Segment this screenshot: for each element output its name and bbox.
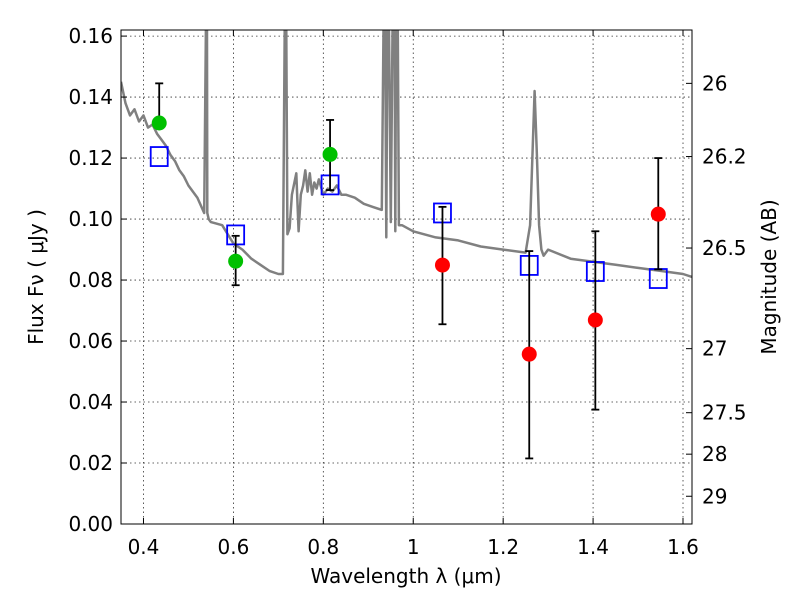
optical-data-point [228,253,244,269]
model-spectrum-line [121,30,692,279]
x-tick-label: 0.6 [217,535,249,559]
y-tick-label: 0.04 [68,390,113,414]
nir-data-point [587,312,603,328]
model-photometry-square [149,146,169,167]
right-tick-label: 26 [702,71,727,95]
right-tick-label: 29 [702,484,727,508]
y-tick-label: 0.14 [68,85,113,109]
right-axis-ticks: 26 26.2 26.5 27 27.5 28 29 [686,71,747,508]
y-tick-label: 0.12 [68,146,113,170]
plot-frame [120,29,693,525]
x-axis-label: Wavelength λ (μm) [310,564,501,588]
nir-data-point [650,206,666,222]
right-tick-label: 27.5 [702,401,747,425]
right-tick-label: 27 [702,337,727,361]
right-tick-label: 28 [702,442,727,466]
nir-data-point [434,257,450,273]
x-tick-label: 1.4 [577,535,609,559]
right-tick-label: 26.2 [702,145,747,169]
nir-data-point [521,346,537,362]
x-tick-label: 1.6 [667,535,699,559]
right-axis-label: Magnitude (AB) [757,199,781,354]
x-axis-ticks: 0.4 0.6 0.8 1 1.2 1.4 1.6 [128,30,699,559]
x-tick-label: 1.2 [487,535,519,559]
y-tick-label: 0.06 [68,329,113,353]
optical-data-point [322,146,338,162]
y-axis-label: Flux Fν ( μJy ) [24,209,48,345]
right-tick-label: 26.5 [702,236,747,260]
y-tick-label: 0.00 [68,512,113,536]
x-tick-label: 0.8 [307,535,339,559]
y-tick-label: 0.02 [68,451,113,475]
optical-data-point [151,115,167,131]
y-axis-ticks: 0.00 0.02 0.04 0.06 0.08 0.10 0.12 0.14 0.16 [68,24,127,536]
x-tick-label: 0.4 [128,535,160,559]
y-tick-label: 0.10 [68,207,113,231]
data-marks [149,82,668,460]
x-tick-label: 1 [407,535,420,559]
y-tick-label: 0.16 [68,24,113,48]
y-tick-label: 0.08 [68,268,113,292]
